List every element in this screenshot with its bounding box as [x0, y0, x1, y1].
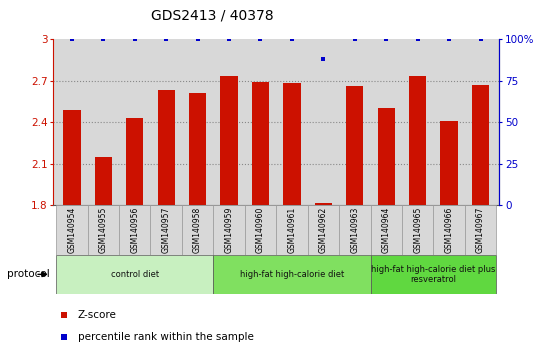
FancyBboxPatch shape: [119, 205, 151, 255]
Point: [476, 36, 485, 42]
Point: [99, 36, 108, 42]
Point: [130, 36, 139, 42]
Text: GSM140959: GSM140959: [224, 207, 234, 253]
Point: [413, 36, 422, 42]
Text: control diet: control diet: [110, 270, 159, 279]
Point: [256, 36, 265, 42]
Bar: [252, 82, 269, 205]
Point: [445, 36, 454, 42]
Bar: [440, 121, 458, 205]
Bar: [63, 110, 80, 205]
Bar: [346, 86, 363, 205]
Text: GSM140956: GSM140956: [130, 207, 140, 253]
FancyBboxPatch shape: [182, 205, 213, 255]
Text: GSM140962: GSM140962: [319, 207, 328, 253]
Bar: [126, 118, 143, 205]
Point: [382, 36, 391, 42]
FancyBboxPatch shape: [371, 255, 496, 294]
Bar: [220, 76, 238, 205]
Text: GDS2413 / 40378: GDS2413 / 40378: [151, 9, 273, 23]
FancyBboxPatch shape: [56, 205, 88, 255]
Bar: [409, 76, 426, 205]
Point: [373, 0, 382, 4]
FancyBboxPatch shape: [307, 205, 339, 255]
Text: GSM140960: GSM140960: [256, 207, 265, 253]
Point: [373, 197, 382, 202]
Text: GSM140967: GSM140967: [476, 207, 485, 253]
FancyBboxPatch shape: [151, 205, 182, 255]
Text: percentile rank within the sample: percentile rank within the sample: [78, 332, 253, 342]
Point: [350, 36, 359, 42]
Text: GSM140957: GSM140957: [162, 207, 171, 253]
FancyBboxPatch shape: [213, 205, 245, 255]
Bar: [189, 93, 206, 205]
Bar: [315, 202, 332, 205]
Text: GSM140961: GSM140961: [287, 207, 296, 253]
Bar: [157, 90, 175, 205]
FancyBboxPatch shape: [434, 205, 465, 255]
Bar: [472, 85, 489, 205]
Point: [68, 36, 76, 42]
Point: [162, 36, 171, 42]
Text: GSM140954: GSM140954: [68, 207, 76, 253]
Text: GSM140964: GSM140964: [382, 207, 391, 253]
Bar: [95, 157, 112, 205]
Point: [287, 36, 296, 42]
FancyBboxPatch shape: [245, 205, 276, 255]
FancyBboxPatch shape: [56, 255, 213, 294]
FancyBboxPatch shape: [213, 255, 371, 294]
Bar: [378, 108, 395, 205]
FancyBboxPatch shape: [276, 205, 307, 255]
Text: GSM140958: GSM140958: [193, 207, 202, 253]
Text: Z-score: Z-score: [78, 310, 117, 320]
FancyBboxPatch shape: [88, 205, 119, 255]
FancyBboxPatch shape: [465, 205, 496, 255]
Text: GSM140955: GSM140955: [99, 207, 108, 253]
Text: high-fat high-calorie diet: high-fat high-calorie diet: [240, 270, 344, 279]
Text: high-fat high-calorie diet plus
resveratrol: high-fat high-calorie diet plus resverat…: [371, 265, 496, 284]
Bar: [283, 83, 301, 205]
Text: protocol: protocol: [7, 269, 50, 279]
FancyBboxPatch shape: [371, 205, 402, 255]
Point: [193, 36, 202, 42]
FancyBboxPatch shape: [402, 205, 434, 255]
Text: GSM140963: GSM140963: [350, 207, 359, 253]
Point: [224, 36, 233, 42]
Text: GSM140966: GSM140966: [445, 207, 454, 253]
FancyBboxPatch shape: [339, 205, 371, 255]
Text: GSM140965: GSM140965: [413, 207, 422, 253]
Point: [319, 56, 328, 62]
